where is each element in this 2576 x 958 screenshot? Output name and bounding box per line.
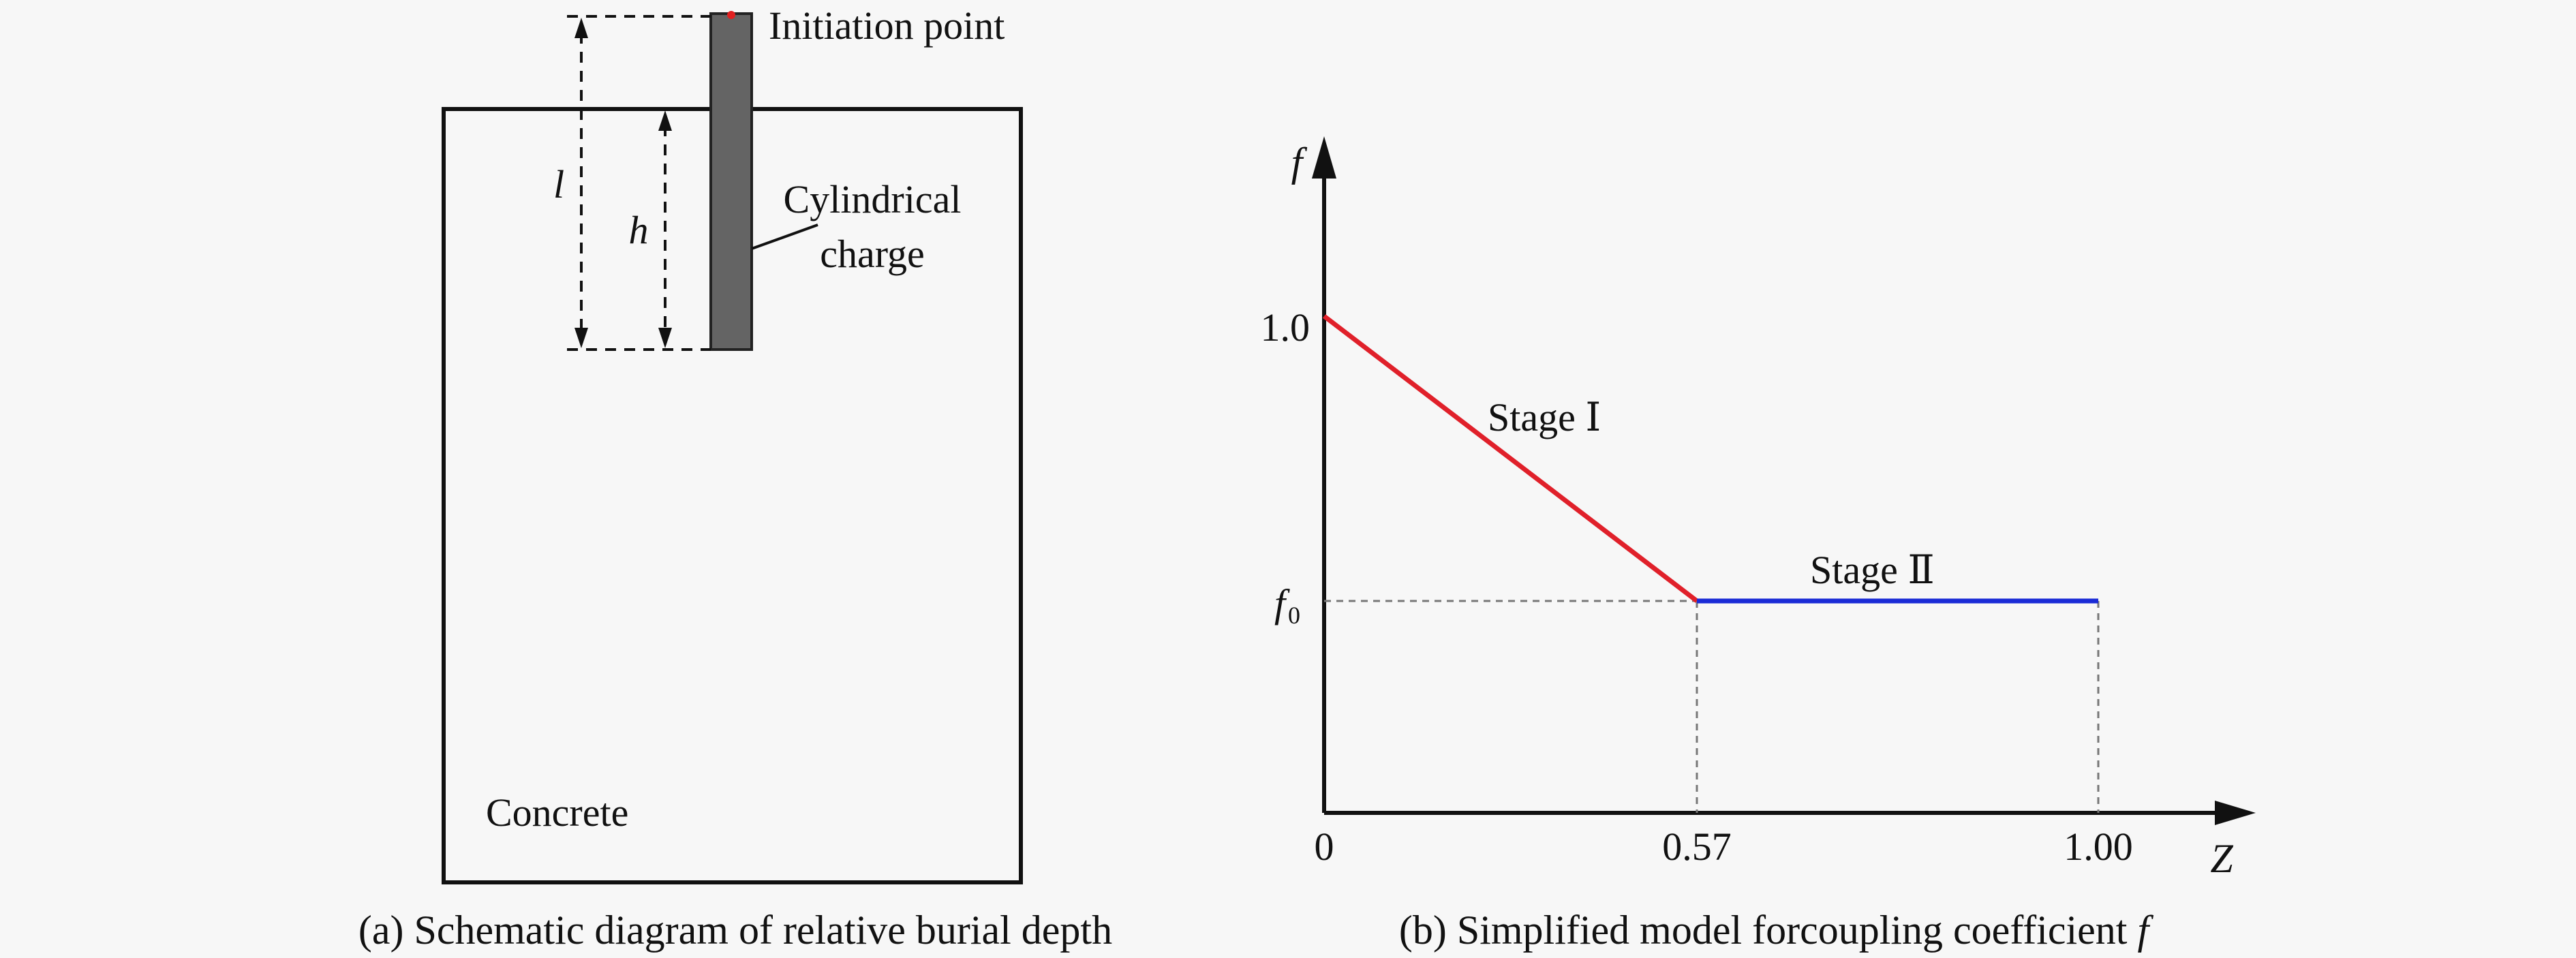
stage-2-label: Stage Ⅱ	[1810, 548, 1935, 592]
charge-leader-line	[751, 223, 818, 250]
y-axis-label: f	[1291, 140, 1308, 185]
x-tick-100: 1.00	[2064, 824, 2133, 869]
l-arrow-top	[574, 18, 588, 38]
concrete-label: Concrete	[486, 790, 628, 835]
y-tick-f0-subscript: 0	[1288, 602, 1300, 629]
caption-a: (a) Schematic diagram of relative burial…	[358, 908, 1112, 953]
l-label: l	[553, 162, 564, 206]
cylindrical-charge	[709, 12, 753, 351]
panel-a: l h Initiation point Cylindrical charge …	[358, 3, 1112, 953]
h-arrow-bottom	[658, 328, 672, 348]
h-label: h	[629, 208, 649, 252]
stage-1-label: Stage Ⅰ	[1488, 395, 1601, 439]
h-arrow-top	[658, 110, 672, 131]
l-arrow-bottom	[574, 328, 588, 348]
caption-b: (b) Simplified model forcoupling coeffic…	[1399, 908, 2154, 953]
x-axis-label: Z	[2210, 836, 2233, 881]
y-tick-1: 1.0	[1261, 305, 1310, 350]
initiation-point-marker	[727, 11, 735, 19]
x-tick-057: 0.57	[1662, 824, 1732, 869]
initiation-point-label: Initiation point	[769, 3, 1005, 48]
caption-b-variable: f	[2137, 908, 2153, 953]
caption-b-text: (b) Simplified model forcoupling coeffic…	[1399, 908, 2138, 953]
x-tick-0: 0	[1315, 824, 1334, 869]
panel-b: f Z Stage Ⅰ Stage Ⅱ 1.0 f 0 0 0.57 1.00 …	[1261, 136, 2256, 953]
x-axis-arrow	[2215, 801, 2256, 825]
stage-1-line	[1322, 314, 1699, 603]
y-axis-arrow	[1312, 136, 1336, 179]
charge-label-line1: Cylindrical	[784, 177, 962, 221]
charge-label-line2: charge	[820, 232, 925, 276]
